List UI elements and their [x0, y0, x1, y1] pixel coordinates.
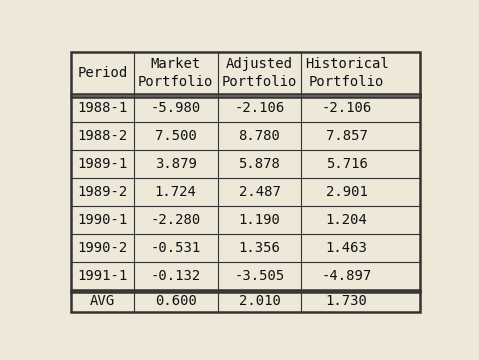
Text: 1990-2: 1990-2 — [77, 241, 127, 255]
Text: Period: Period — [77, 66, 127, 80]
Text: 1988-2: 1988-2 — [77, 129, 127, 143]
Text: 1990-1: 1990-1 — [77, 213, 127, 227]
Text: 1.356: 1.356 — [239, 241, 280, 255]
Text: -0.132: -0.132 — [150, 269, 201, 283]
Text: 1991-1: 1991-1 — [77, 269, 127, 283]
Text: -4.897: -4.897 — [321, 269, 372, 283]
Text: 7.857: 7.857 — [326, 129, 367, 143]
Text: 3.879: 3.879 — [155, 157, 197, 171]
Text: 0.600: 0.600 — [155, 294, 197, 308]
Text: 1.730: 1.730 — [326, 294, 367, 308]
Text: 1.204: 1.204 — [326, 213, 367, 227]
Text: -2.280: -2.280 — [150, 213, 201, 227]
Text: 2.901: 2.901 — [326, 185, 367, 199]
Text: 2.487: 2.487 — [239, 185, 280, 199]
Text: 1.463: 1.463 — [326, 241, 367, 255]
Text: -3.505: -3.505 — [234, 269, 285, 283]
Text: 7.500: 7.500 — [155, 129, 197, 143]
Text: -5.980: -5.980 — [150, 102, 201, 116]
Text: Market
Portfolio: Market Portfolio — [138, 57, 213, 89]
Text: 5.716: 5.716 — [326, 157, 367, 171]
Text: 2.010: 2.010 — [239, 294, 280, 308]
Text: 8.780: 8.780 — [239, 129, 280, 143]
Text: -2.106: -2.106 — [321, 102, 372, 116]
Text: 5.878: 5.878 — [239, 157, 280, 171]
Text: 1989-1: 1989-1 — [77, 157, 127, 171]
Text: Adjusted
Portfolio: Adjusted Portfolio — [222, 57, 297, 89]
Text: 1.724: 1.724 — [155, 185, 197, 199]
Text: AVG: AVG — [90, 294, 115, 308]
Text: 1.190: 1.190 — [239, 213, 280, 227]
Text: -0.531: -0.531 — [150, 241, 201, 255]
Text: Historical
Portfolio: Historical Portfolio — [305, 57, 388, 89]
Text: 1989-2: 1989-2 — [77, 185, 127, 199]
Text: -2.106: -2.106 — [234, 102, 285, 116]
Text: 1988-1: 1988-1 — [77, 102, 127, 116]
